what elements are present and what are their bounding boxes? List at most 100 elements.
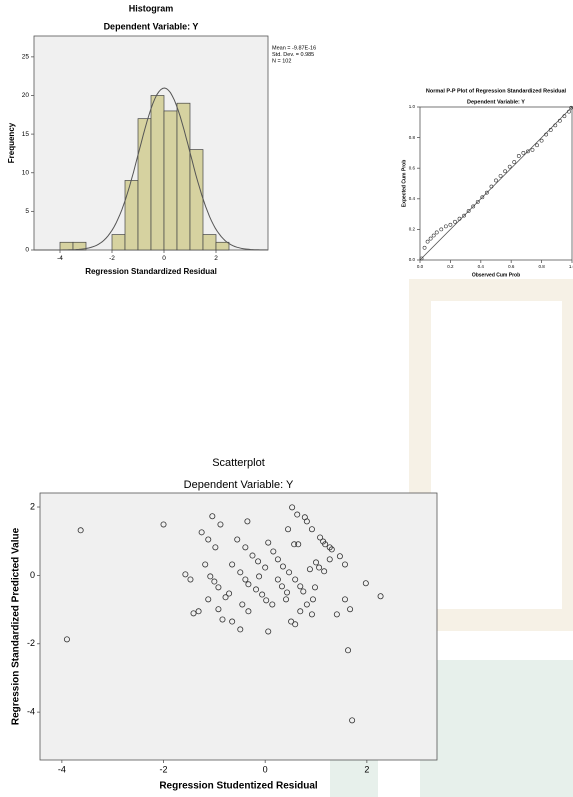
bar: [111, 234, 126, 251]
point: [256, 573, 263, 580]
point: [209, 513, 216, 520]
point: [269, 601, 276, 608]
point: [205, 536, 212, 543]
point: [229, 618, 236, 625]
point: [484, 190, 489, 195]
x-tick-label: -4: [58, 765, 66, 775]
point: [341, 596, 348, 603]
point: [292, 621, 299, 628]
point: [292, 576, 299, 583]
y-tick-label: 0.6: [409, 165, 416, 170]
point: [544, 132, 549, 137]
point: [303, 518, 310, 525]
y-axis-label: Expected Cum Prob: [401, 160, 407, 208]
point: [289, 504, 296, 511]
point: [270, 548, 277, 555]
point: [242, 544, 249, 551]
point: [443, 224, 448, 229]
point: [259, 591, 266, 598]
chart-title: Normal P-P Plot of Regression Standardiz…: [426, 88, 567, 94]
point: [306, 566, 313, 573]
point: [345, 647, 352, 654]
point: [215, 606, 222, 613]
chart: Histogram Dependent Variable: Y Regression…: [7, 3, 316, 276]
y-tick-label: 10: [22, 169, 30, 176]
bar: [124, 180, 139, 251]
y-tick-label: 1.0: [409, 104, 416, 109]
point: [187, 576, 194, 583]
point: [278, 583, 285, 590]
x-tick-label: 0.8: [538, 264, 545, 269]
point: [498, 173, 503, 178]
point: [316, 564, 323, 571]
point: [63, 636, 70, 643]
x-tick-label: 2: [214, 255, 218, 262]
point: [489, 184, 494, 189]
point: [475, 199, 480, 204]
point: [226, 590, 233, 597]
x-tick-label: -2: [160, 765, 168, 775]
chart-subtitle: Dependent Variable: Y: [104, 21, 199, 31]
y-axis-label: Frequency: [7, 122, 16, 163]
chart-title: Histogram: [129, 3, 174, 13]
point: [297, 583, 304, 590]
point: [244, 518, 251, 525]
point: [462, 213, 466, 218]
point: [466, 209, 471, 213]
point: [245, 581, 252, 588]
annotation: N = 102: [272, 58, 291, 64]
point: [263, 597, 270, 604]
point: [562, 114, 567, 119]
chart: Scatterplot Dependent Variable: Y Regressi…: [11, 457, 438, 792]
point: [308, 526, 315, 533]
point: [237, 569, 244, 576]
bar: [72, 241, 87, 251]
bar: [215, 241, 230, 251]
point: [160, 521, 167, 528]
y-tick-label: 0.4: [409, 196, 416, 201]
point: [207, 573, 214, 580]
point: [237, 626, 244, 633]
point: [234, 536, 241, 543]
x-tick-label: 0.6: [508, 264, 515, 269]
point: [428, 236, 433, 241]
point: [521, 150, 526, 155]
point: [229, 561, 236, 568]
chart-subtitle: Dependent Variable: Y: [184, 479, 294, 491]
point: [212, 544, 219, 551]
bar: [150, 95, 165, 251]
watermark-shape: [409, 279, 573, 631]
chart: Normal P-P Plot of Regression Standardiz…: [401, 88, 573, 278]
x-tick-label: 2: [364, 765, 369, 775]
point: [274, 576, 281, 583]
x-tick-label: 0.4: [478, 264, 485, 269]
watermark-shape: [420, 660, 573, 797]
y-tick-label: 2: [30, 501, 35, 511]
point: [326, 544, 333, 551]
point: [291, 541, 298, 548]
point: [265, 539, 272, 546]
point: [320, 538, 327, 545]
bar: [189, 149, 204, 251]
point: [217, 521, 224, 528]
point: [245, 608, 252, 615]
point: [336, 553, 343, 560]
x-axis-label: Regression Studentized Residual: [159, 781, 318, 792]
x-tick-label: 0.2: [447, 264, 454, 269]
x-axis-label: Observed Cum Prob: [472, 272, 520, 278]
point: [457, 216, 462, 221]
point: [219, 616, 226, 623]
point: [507, 164, 512, 169]
point: [303, 601, 310, 608]
point: [526, 149, 530, 154]
point: [308, 611, 315, 618]
y-tick-label: 0.2: [409, 227, 416, 232]
y-tick-label: 20: [22, 92, 30, 99]
point: [567, 109, 571, 114]
x-tick-label: -2: [109, 255, 115, 262]
point: [190, 610, 197, 617]
point: [431, 233, 436, 238]
y-tick-label: 0.8: [409, 135, 416, 140]
point: [341, 561, 348, 568]
